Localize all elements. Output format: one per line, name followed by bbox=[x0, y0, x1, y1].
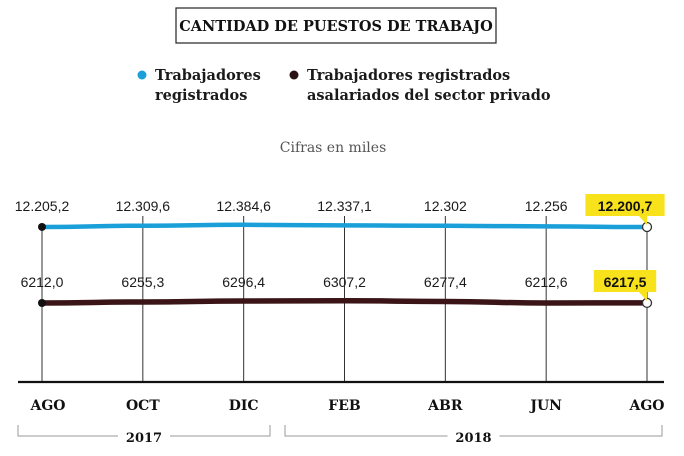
legend-label-series-1-line-2: registrados bbox=[155, 87, 247, 104]
legend-label-series-1: Trabajadores registrados bbox=[155, 67, 266, 104]
year-label: 2017 bbox=[126, 431, 162, 446]
x-tick-label: ABR bbox=[427, 398, 463, 414]
data-label: 12.309,6 bbox=[116, 198, 171, 214]
chart-subtitle: Cifras en miles bbox=[280, 140, 387, 156]
data-label: 6255,3 bbox=[121, 274, 164, 290]
data-label: 6217,5 bbox=[604, 274, 647, 290]
x-tick-label: DIC bbox=[229, 398, 259, 414]
x-tick-label: OCT bbox=[126, 398, 160, 414]
highlight-pointer bbox=[639, 216, 647, 225]
legend-marker-series-1 bbox=[137, 70, 147, 80]
x-tick-label: AGO bbox=[29, 398, 65, 414]
x-tick-label: AGO bbox=[628, 398, 664, 414]
data-label: 12.302 bbox=[424, 198, 467, 214]
legend-label-series-2-line-1: Trabajadores registrados bbox=[307, 67, 510, 84]
data-label: 12.384,6 bbox=[216, 198, 271, 214]
chart-title: CANTIDAD DE PUESTOS DE TRABAJO bbox=[179, 18, 493, 35]
year-label: 2018 bbox=[455, 431, 491, 446]
data-label: 6277,4 bbox=[424, 274, 467, 290]
year-label-bg bbox=[447, 428, 500, 446]
data-label: 12.200,7 bbox=[598, 198, 653, 214]
data-label: 6212,6 bbox=[525, 274, 568, 290]
highlight-box bbox=[585, 194, 665, 216]
label-layer: 12.205,2 12.309,6 12.384,6 12.337,1 12.302 12… bbox=[15, 194, 665, 301]
legend-marker-series-2 bbox=[289, 70, 299, 80]
chart-title-box bbox=[175, 7, 497, 44]
legend: Trabajadores registrados Trabajadores re… bbox=[137, 67, 551, 104]
highlight-pointer bbox=[639, 292, 647, 301]
x-tick-label: JUN bbox=[528, 398, 562, 414]
series-2-start-point bbox=[38, 299, 46, 308]
series-layer bbox=[38, 221, 653, 309]
legend-label-series-2-line-2: asalariados del sector privado bbox=[307, 87, 551, 104]
year-label-bg bbox=[118, 428, 170, 446]
data-label: 12.256 bbox=[525, 198, 568, 214]
series-1-start-point bbox=[38, 222, 46, 231]
data-label: 6296,4 bbox=[222, 274, 265, 290]
legend-label-series-2: Trabajadores registrados asalariados del… bbox=[307, 67, 551, 104]
legend-label-series-1-line-1: Trabajadores bbox=[155, 67, 261, 84]
series-line-1 bbox=[39, 222, 650, 230]
series-line-2 bbox=[39, 297, 650, 306]
data-label: 12.337,1 bbox=[317, 198, 372, 214]
axis-layer: AGO OCT DIC FEB ABR JUN AGO 2017 2018 bbox=[17, 380, 665, 446]
data-label: 6307,2 bbox=[323, 274, 366, 290]
data-label: 6212,0 bbox=[21, 274, 64, 290]
data-label: 12.205,2 bbox=[15, 198, 70, 214]
x-tick-label: FEB bbox=[328, 398, 361, 414]
highlight-box bbox=[593, 270, 657, 292]
